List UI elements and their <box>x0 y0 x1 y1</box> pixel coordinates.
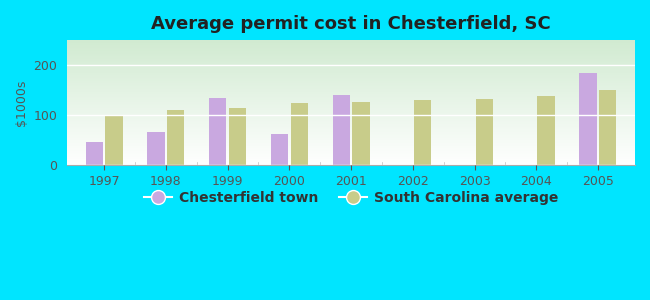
Bar <box>414 100 432 165</box>
Bar <box>538 96 554 165</box>
Bar <box>352 101 370 165</box>
Bar <box>476 99 493 165</box>
Bar <box>271 134 288 165</box>
Y-axis label: $1000s: $1000s <box>15 79 28 126</box>
Bar <box>105 115 123 165</box>
Bar <box>86 142 103 165</box>
Bar <box>209 98 226 165</box>
Title: Average permit cost in Chesterfield, SC: Average permit cost in Chesterfield, SC <box>151 15 551 33</box>
Bar <box>167 110 185 165</box>
Bar <box>229 107 246 165</box>
Bar <box>148 133 164 165</box>
Legend: Chesterfield town, South Carolina average: Chesterfield town, South Carolina averag… <box>138 185 564 210</box>
Bar <box>291 103 308 165</box>
Bar <box>579 73 597 165</box>
Bar <box>333 95 350 165</box>
Bar <box>599 90 616 165</box>
